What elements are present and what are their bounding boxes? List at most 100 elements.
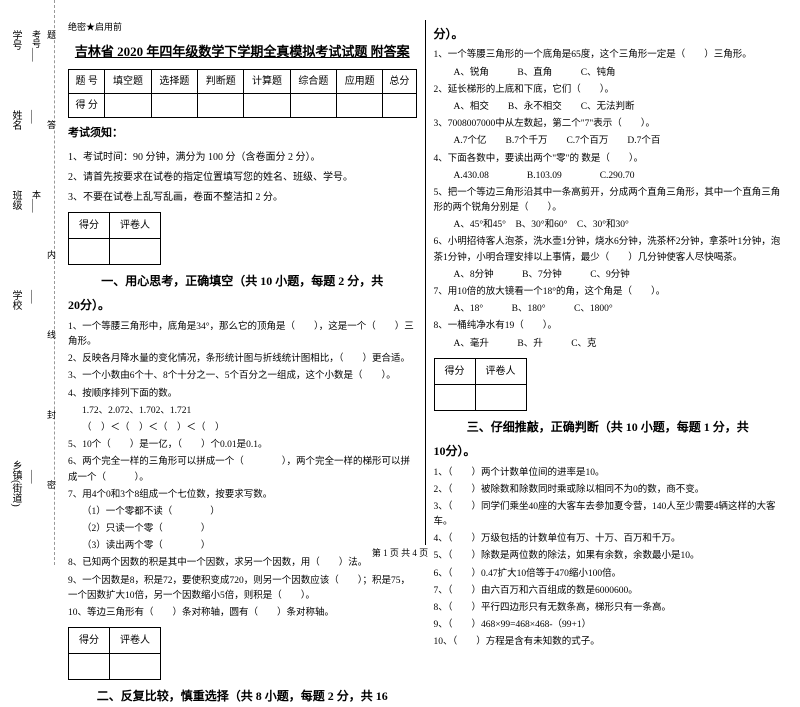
s2-q6o: A、8分钟 B、7分钟 C、9分钟 [434, 268, 783, 283]
section1-cont: 20分）。 [68, 295, 417, 315]
grade3-c2: 评卷人 [475, 358, 526, 384]
section2-cont: 分）。 [434, 24, 783, 44]
s3-q8: 8、（ ）平行四边形只有无数条高，梯形只有一条高。 [434, 601, 783, 616]
s1-q4b: （ ）＜（ ）＜（ ）＜（ ） [68, 421, 417, 436]
binding-field-name: ___ [30, 110, 40, 124]
left-column: 绝密★启用前 吉林省 2020 年四年级数学下学期全真模拟考试试题 附答案 题 … [60, 20, 426, 545]
s2-q4: 4、下面各数中，要读出两个"零"的 数是（ ）。 [434, 152, 783, 167]
score-h0: 题 号 [69, 70, 105, 94]
grade3-e2 [475, 384, 526, 410]
s3-q7: 7、（ ）由六百万和六百组成的数是6000600。 [434, 584, 783, 599]
s1-q4a: 1.72、2.072、1.702、1.721 [68, 404, 417, 419]
s3-q6: 6、（ ）0.47扩大10倍等于470缩小100倍。 [434, 567, 783, 582]
score-c4 [244, 94, 290, 118]
score-h2: 选择题 [151, 70, 197, 94]
s2-q3o: A.7个亿 B.7个千万 C.7个百万 D.7个百 [434, 134, 783, 149]
binding-rot-3: 线 [45, 330, 58, 339]
notice-1: 1、考试时间：90 分钟，满分为 100 分（含卷面分 2 分）。 [68, 149, 417, 166]
s2-q1o: A、锐角 B、直角 C、钝角 [434, 66, 783, 81]
grade1-c2: 评卷人 [110, 213, 161, 239]
grade-box-1: 得分评卷人 [68, 212, 161, 265]
s1-q7a: （1）一个零都不读（ ） [68, 505, 417, 520]
score-c3 [198, 94, 244, 118]
s2-q5: 5、把一个等边三角形沿其中一条高剪开，分成两个直角三角形，其中一个直角三角形的两… [434, 186, 783, 216]
grade1-c1: 得分 [69, 213, 110, 239]
section3-title: 三、仔细推敲，正确判断（共 10 小题，每题 1 分，共 [434, 417, 783, 437]
s1-q10: 10、等边三角形有（ ）条对称轴，圆有（ ）条对称轴。 [68, 606, 417, 621]
s3-q1: 1、（ ）两个计数单位间的进率是10。 [434, 466, 783, 481]
grade-box-2: 得分评卷人 [68, 627, 161, 680]
grade2-c2: 评卷人 [110, 628, 161, 654]
grade2-e2 [110, 654, 161, 680]
notice-3: 3、不要在试卷上乱写乱画，卷面不整洁扣 2 分。 [68, 189, 417, 206]
section3-cont: 10分）。 [434, 441, 783, 461]
section1-title: 一、用心思考，正确填空（共 10 小题，每题 2 分，共 [68, 271, 417, 291]
binding-label-class: 班级 [8, 190, 23, 210]
grade-box-3: 得分评卷人 [434, 358, 527, 411]
grade2-c1: 得分 [69, 628, 110, 654]
s3-q9: 9、（ ）468×99=468×468-（99+1） [434, 618, 783, 633]
s1-q5: 5、10个（ ）是一亿，（ ）个0.01是0.1。 [68, 438, 417, 453]
s2-q1: 1、一个等腰三角形的一个底角是65度，这个三角形一定是（ ）三角形。 [434, 48, 783, 63]
binding-rot-0: 题 [45, 30, 58, 39]
grade2-e1 [69, 654, 110, 680]
score-h4: 计算题 [244, 70, 290, 94]
s2-q3: 3、7008007000中从左数起，第二个"7"表示（ ）。 [434, 117, 783, 132]
secret-mark: 绝密★启用前 [68, 20, 417, 35]
s2-q6: 6、小明招待客人泡茶，洗水壶1分钟，烧水6分钟，洗茶杯2分钟，拿茶叶1分钟，泡茶… [434, 235, 783, 265]
s2-q5o: A、45°和45° B、30°和60° C、30°和30° [434, 218, 783, 233]
s3-q2: 2、（ ）被除数和除数同时乘或除以相同不为0的数，商不变。 [434, 483, 783, 498]
s2-q2: 2、延长梯形的上底和下底，它们（ ）。 [434, 83, 783, 98]
binding-field-school: ___ [30, 290, 40, 304]
s1-q7: 7、用4个0和3个8组成一个七位数，按要求写数。 [68, 488, 417, 503]
notice-2: 2、请首先按要求在试卷的指定位置填写您的姓名、班级、学号。 [68, 169, 417, 186]
s1-q6: 6、两个完全一样的三角形可以拼成一个（ ），两个完全一样的梯形可以拼成一个（ ）… [68, 455, 417, 485]
score-h7: 总分 [383, 70, 416, 94]
s2-q7o: A、18° B、180° C、1800° [434, 302, 783, 317]
score-c1 [105, 94, 151, 118]
grade1-e1 [69, 239, 110, 265]
s2-q8o: A、毫升 B、升 C、克 [434, 337, 783, 352]
binding-field-town: ___ [30, 470, 40, 484]
binding-field-class: 本___ [30, 190, 43, 213]
score-row-label: 得 分 [69, 94, 105, 118]
s1-q4: 4、按顺序排列下面的数。 [68, 387, 417, 402]
binding-rot-4: 封 [45, 410, 58, 419]
score-h3: 判断题 [198, 70, 244, 94]
score-c2 [151, 94, 197, 118]
score-h1: 填空题 [105, 70, 151, 94]
s1-q1: 1、一个等腰三角形中，底角是34°，那么它的顶角是（ ），这是一个（ ）三角形。 [68, 320, 417, 350]
binding-rot-2: 内 [45, 250, 58, 259]
binding-rot-5: 密 [45, 480, 58, 489]
binding-label-name: 姓名 [8, 110, 23, 130]
s1-q9: 9、一个因数是8，积是72，要使积变成720，则另一个因数应该（ ）；积是75，… [68, 574, 417, 604]
s2-q2o: A、相交 B、永不相交 C、无法判断 [434, 100, 783, 115]
section2-title: 二、反复比较，慎重选择（共 8 小题，每题 2 分，共 16 [68, 686, 417, 706]
score-h6: 应用题 [337, 70, 383, 94]
score-table: 题 号 填空题 选择题 判断题 计算题 综合题 应用题 总分 得 分 [68, 69, 417, 118]
score-c5 [290, 94, 336, 118]
grade3-c1: 得分 [434, 358, 475, 384]
grade1-e2 [110, 239, 161, 265]
s2-q7: 7、用10倍的放大镜看一个18°的角，这个角是（ ）。 [434, 285, 783, 300]
right-column: 分）。 1、一个等腰三角形的一个底角是65度，这个三角形一定是（ ）三角形。 A… [426, 20, 791, 545]
score-h5: 综合题 [290, 70, 336, 94]
s2-q4o: A.430.08 B.103.09 C.290.70 [434, 169, 783, 184]
binding-field-id: 考号___ [30, 30, 43, 62]
s1-q3: 3、一个小数由6个十、8个十分之一、5个百分之一组成，这个小数是（ ）。 [68, 369, 417, 384]
page-footer: 第 1 页 共 4 页 [0, 546, 800, 559]
binding-label-school: 学校 [8, 290, 23, 310]
score-c6 [337, 94, 383, 118]
score-c7 [383, 94, 416, 118]
grade3-e1 [434, 384, 475, 410]
binding-label-id: 学号 [8, 30, 23, 50]
binding-rot-1: 答 [45, 120, 58, 129]
s3-q3: 3、（ ）同学们乘坐40座的大客车去参加夏令营，140人至少需要4辆这样的大客车… [434, 500, 783, 530]
s3-q10: 10、（ ）方程是含有未知数的式子。 [434, 635, 783, 650]
notice-title: 考试须知： [68, 124, 417, 143]
exam-title: 吉林省 2020 年四年级数学下学期全真模拟考试试题 附答案 [68, 41, 417, 63]
binding-label-town: 乡镇(街道) [8, 460, 23, 507]
s1-q2: 2、反映各月降水量的变化情况，条形统计图与折线统计图相比，（ ）更合适。 [68, 352, 417, 367]
s2-q8: 8、一桶纯净水有19（ ）。 [434, 319, 783, 334]
s1-q7b: （2）只读一个零（ ） [68, 522, 417, 537]
